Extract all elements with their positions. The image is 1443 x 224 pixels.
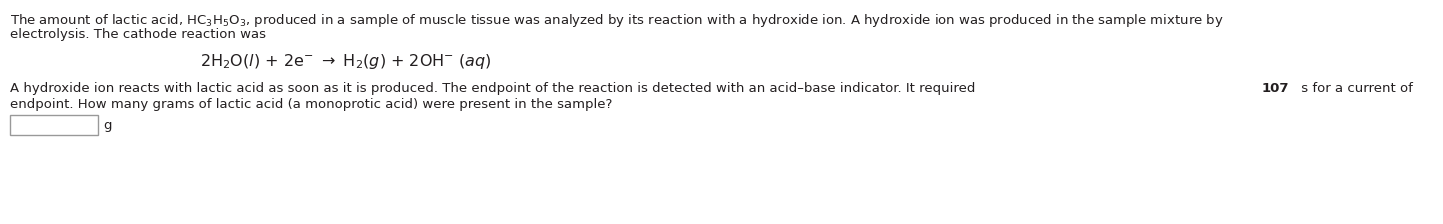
Text: s for a current of: s for a current of bbox=[1297, 82, 1417, 95]
Text: 107: 107 bbox=[1261, 82, 1289, 95]
Text: endpoint. How many grams of lactic acid (a monoprotic acid) were present in the : endpoint. How many grams of lactic acid … bbox=[10, 98, 612, 111]
Text: 2H$_2$O($l$) + 2e$^{-}$ $\rightarrow$ H$_2$($g$) + 2OH$^{-}$ ($aq$): 2H$_2$O($l$) + 2e$^{-}$ $\rightarrow$ H$… bbox=[201, 52, 492, 71]
Text: A hydroxide ion reacts with lactic acid as soon as it is produced. The endpoint : A hydroxide ion reacts with lactic acid … bbox=[10, 82, 980, 95]
Bar bbox=[10, 115, 98, 135]
Text: g: g bbox=[102, 118, 111, 131]
Text: The amount of lactic acid, HC$_3$H$_5$O$_3$, produced in a sample of muscle tiss: The amount of lactic acid, HC$_3$H$_5$O$… bbox=[10, 12, 1224, 29]
Text: electrolysis. The cathode reaction was: electrolysis. The cathode reaction was bbox=[10, 28, 266, 41]
